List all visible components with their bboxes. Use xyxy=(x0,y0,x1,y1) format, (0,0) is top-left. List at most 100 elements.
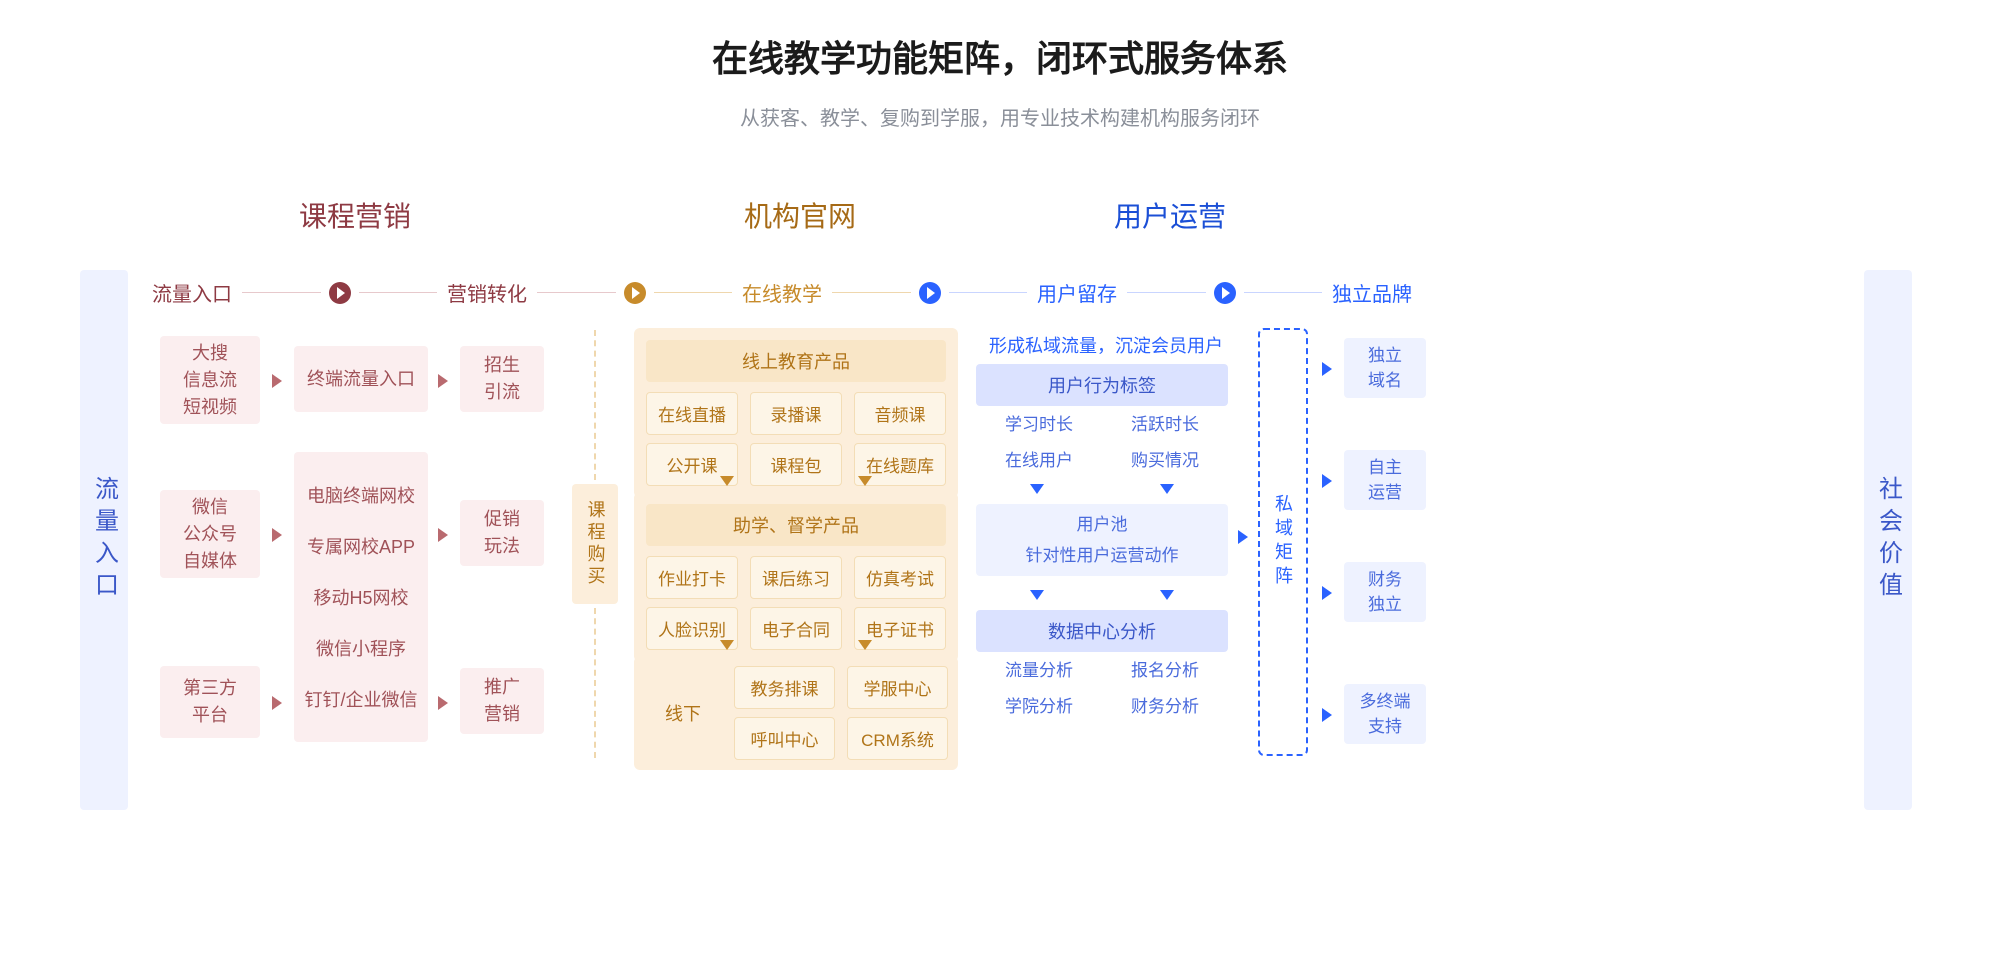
chevron-icon xyxy=(272,528,282,542)
chip-call: 呼叫中心 xyxy=(734,717,835,760)
data-analysis-row2: 学院分析 财务分析 xyxy=(976,692,1228,717)
pillar-social-value: 社会价值 xyxy=(1864,270,1912,810)
user-behavior-text: 用户行为标签 xyxy=(1048,376,1156,396)
subhead-traffic: 流量入口 xyxy=(152,278,232,307)
connector-line xyxy=(359,292,438,293)
brand-domain-text: 独立 域名 xyxy=(1368,343,1402,394)
play-arrow-icon xyxy=(919,282,941,304)
traffic-src-3: 第三方 平台 xyxy=(160,666,260,738)
divider-dashed-bottom xyxy=(594,608,596,758)
page-subtitle: 从获客、教学、复购到学服，用专业技术构建机构服务闭环 xyxy=(0,102,2000,131)
title-text: 在线教学功能矩阵，闭环式服务体系 xyxy=(712,38,1288,79)
subhead-retain: 用户留存 xyxy=(1037,278,1117,307)
chevron-down-icon xyxy=(720,640,734,650)
blue-caption: 形成私域流量，沉淀会员用户 xyxy=(976,332,1236,358)
chip-record: 录播课 xyxy=(750,392,842,435)
brand-self: 自主 运营 xyxy=(1344,450,1426,510)
convert-promo-text: 促销 玩法 xyxy=(484,506,520,560)
assist-products-title: 助学、督学产品 xyxy=(646,504,946,546)
chevron-down-icon xyxy=(858,640,872,650)
pillar-right-text: 社会价值 xyxy=(1871,476,1906,604)
assist-products-group: 助学、督学产品 作业打卡 课后练习 仿真考试 人脸识别 电子合同 电子证书 xyxy=(634,492,958,662)
data-analysis-row1: 流量分析 报名分析 xyxy=(976,656,1228,681)
kv-college: 学院分析 xyxy=(1005,692,1073,717)
chip-audio: 音频课 xyxy=(854,392,946,435)
private-domain-text: 私域矩阵 xyxy=(1270,494,1296,590)
play-arrow-icon xyxy=(329,282,351,304)
course-purchase: 课程购买 xyxy=(572,484,618,604)
chevron-icon xyxy=(438,696,448,710)
brand-terminal: 多终端 支持 xyxy=(1344,684,1426,744)
user-behavior-band: 用户行为标签 xyxy=(976,364,1228,406)
terminal-entry-text: 终端流量入口 xyxy=(307,366,415,393)
connector-line xyxy=(1127,292,1206,293)
kv-online: 在线用户 xyxy=(1005,446,1073,471)
subhead-brand: 独立品牌 xyxy=(1332,278,1412,307)
chip-bundle: 课程包 xyxy=(750,443,842,486)
course-purchase-text: 课程购买 xyxy=(582,500,609,588)
user-pool: 用户池 针对性用户运营动作 xyxy=(976,504,1228,576)
kv-signup: 报名分析 xyxy=(1131,656,1199,681)
section-official-label: 机构官网 xyxy=(744,201,856,232)
traffic-src-2-text: 微信 公众号 自媒体 xyxy=(183,494,237,575)
terminal-item-0: 电脑终端网校 xyxy=(307,482,415,508)
section-official: 机构官网 xyxy=(700,195,900,235)
terminal-item-2: 移动H5网校 xyxy=(313,584,408,610)
chip-crm: CRM系统 xyxy=(847,717,948,760)
chip-schedule: 教务排课 xyxy=(734,666,835,709)
subtitle-text: 从获客、教学、复购到学服，用专业技术构建机构服务闭环 xyxy=(740,108,1260,130)
chevron-down-icon xyxy=(858,476,872,486)
chip-live: 在线直播 xyxy=(646,392,738,435)
chevron-icon xyxy=(1322,708,1332,722)
user-behavior-row1: 学习时长 活跃时长 xyxy=(976,410,1228,435)
offline-label: 线下 xyxy=(644,666,722,760)
kv-finance: 财务分析 xyxy=(1131,692,1199,717)
section-operation-label: 用户运营 xyxy=(1114,201,1226,232)
data-analysis-text: 数据中心分析 xyxy=(1048,622,1156,642)
terminal-entry: 终端流量入口 xyxy=(294,346,428,412)
convert-spread: 推广 营销 xyxy=(460,668,544,734)
chevron-icon xyxy=(272,696,282,710)
section-operation: 用户运营 xyxy=(1070,195,1270,235)
user-pool-sub: 针对性用户运营动作 xyxy=(1026,543,1179,569)
play-arrow-icon xyxy=(1214,282,1236,304)
traffic-src-1: 大搜 信息流 短视频 xyxy=(160,336,260,424)
chip-service: 学服中心 xyxy=(847,666,948,709)
online-products-title: 线上教育产品 xyxy=(646,340,946,382)
brand-finance: 财务 独立 xyxy=(1344,562,1426,622)
terminal-item-1: 专属网校APP xyxy=(307,533,415,559)
offline-label-text: 线下 xyxy=(665,700,701,726)
chevron-icon xyxy=(1322,474,1332,488)
terminal-item-4: 钉钉/企业微信 xyxy=(304,686,417,712)
page-title: 在线教学功能矩阵，闭环式服务体系 xyxy=(0,30,2000,82)
brand-terminal-text: 多终端 支持 xyxy=(1360,689,1411,740)
chip-contract: 电子合同 xyxy=(750,607,842,650)
connector-line xyxy=(832,292,911,293)
terminal-item-3: 微信小程序 xyxy=(316,635,406,661)
play-arrow-icon xyxy=(624,282,646,304)
traffic-src-2: 微信 公众号 自媒体 xyxy=(160,490,260,578)
kv-study: 学习时长 xyxy=(1005,410,1073,435)
traffic-src-3-text: 第三方 平台 xyxy=(183,675,237,729)
subhead-convert: 营销转化 xyxy=(447,278,527,307)
terminal-list: 电脑终端网校 专属网校APP 移动H5网校 微信小程序 钉钉/企业微信 xyxy=(294,452,428,742)
connector-line xyxy=(1244,292,1323,293)
divider-dashed-top xyxy=(594,330,596,480)
section-marketing-label: 课程营销 xyxy=(299,201,411,232)
connector-line xyxy=(242,292,321,293)
kv-active: 活跃时长 xyxy=(1131,410,1199,435)
chevron-down-icon xyxy=(1030,484,1044,494)
user-pool-title: 用户池 xyxy=(1077,512,1128,538)
user-behavior-row2: 在线用户 购买情况 xyxy=(976,446,1228,471)
brand-domain: 独立 域名 xyxy=(1344,338,1426,398)
chevron-down-icon xyxy=(1160,590,1174,600)
convert-promo: 促销 玩法 xyxy=(460,500,544,566)
chevron-icon xyxy=(1238,530,1248,544)
blue-caption-text: 形成私域流量，沉淀会员用户 xyxy=(989,336,1223,356)
chevron-icon xyxy=(1322,362,1332,376)
section-marketing: 课程营销 xyxy=(255,195,455,235)
online-products-group: 线上教育产品 在线直播 录播课 音频课 公开课 课程包 在线题库 xyxy=(634,328,958,498)
chip-exam: 仿真考试 xyxy=(854,556,946,599)
chevron-icon xyxy=(438,374,448,388)
convert-recruit: 招生 引流 xyxy=(460,346,544,412)
